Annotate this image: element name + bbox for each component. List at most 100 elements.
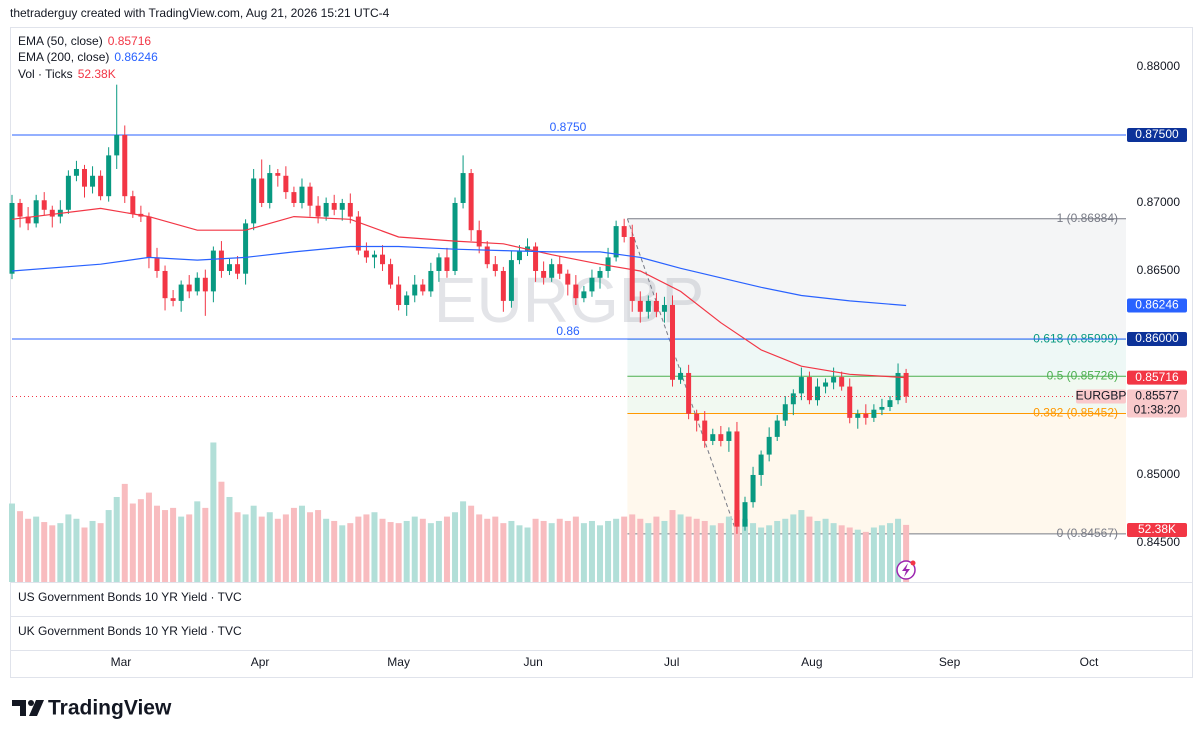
ema-line [11,245,907,307]
pane-title: US Government Bonds 10 YR Yield · TVC [18,590,242,604]
y-tick-label: 0.86500 [1137,263,1181,277]
candle-body [210,250,216,292]
volume-bar [210,442,217,582]
candle-body [798,377,804,394]
volume-bar [298,505,305,582]
candle-body [839,377,845,387]
volume-bar [315,510,322,582]
candle-body [49,209,55,217]
hline-axis-label-box [1127,127,1187,142]
volume-bar [613,518,620,582]
fib-zone [627,218,1126,340]
countdown-label: 01:38:20 [1134,403,1181,417]
volume-bar [798,510,805,582]
x-tick-label: Sep [939,655,961,669]
alert-icon[interactable] [896,560,916,580]
candle-body [170,298,176,301]
candle-body [323,202,329,217]
fib-label: 0.618 (0.85999) [1033,331,1118,345]
volume-bar [468,505,475,582]
candle-body [508,260,514,301]
volume-bar [137,499,144,582]
volume-bar [701,520,708,582]
candle-body [162,270,168,299]
volume-bar [516,525,523,582]
volume-bar [750,523,757,582]
volume-bar [145,492,152,582]
header-text: thetraderguy created with TradingView.co… [10,6,390,20]
candle-body [17,202,23,217]
candle-body [637,300,643,312]
candle-body [613,226,619,258]
volume-bar [693,518,700,582]
candle-body [476,230,482,247]
volume-bar [17,511,24,582]
volume-bar [540,520,547,582]
hline-axis-label: 0.86000 [1135,331,1179,345]
volume-bar [162,510,169,582]
volume-bar [564,520,571,582]
fib-zone [627,339,1126,377]
candle-body [452,202,458,271]
fib-label: 0 (0.84567) [1057,526,1118,540]
volume-bar [669,510,676,582]
hline-axis-label-box [1127,331,1187,346]
x-tick-label: Oct [1080,655,1099,669]
candle-body [291,192,297,203]
candle-body [90,175,96,187]
candle-body [484,246,490,265]
alert-dot [910,560,916,566]
candle-body [371,254,377,258]
volume-bar [572,516,579,582]
volume-bar [476,514,483,582]
fib-zone [627,413,1126,534]
candle-body [742,502,748,527]
volume-bar [838,525,845,582]
volume-bar [178,516,185,582]
candle-body [573,284,579,299]
fib-label: 1 (0.86884) [1057,211,1118,225]
volume-bar [242,514,249,582]
candle-body [863,413,869,418]
ema-axis-label-box [1127,298,1187,313]
volume-bar [250,505,257,582]
volume-bar [307,512,314,582]
volume-bar [709,525,716,582]
candle-body [516,250,522,261]
candle-body [259,178,265,203]
volume-bar [403,520,410,582]
volume-bar [645,523,652,582]
volume-bar [282,514,289,582]
candle-body [331,202,337,210]
candle-body [339,202,345,210]
candle-body [887,400,893,407]
x-tick-label: Aug [801,655,822,669]
volume-bar [621,516,628,582]
candle-body [782,404,788,421]
candle-body [186,284,192,292]
volume-bar [25,518,32,582]
candle-body [581,291,587,299]
candle-body [420,284,426,292]
candle-body [412,284,418,296]
candle-body [653,300,659,312]
candle-body [774,420,780,437]
volume-bar [653,516,660,582]
volume-bar [218,481,225,582]
candle-body [871,409,877,418]
volume-bar [742,518,749,582]
candle-body [879,406,885,410]
volume-bar [629,514,636,582]
candle-body [750,474,756,503]
candle-body [806,377,812,401]
candle-body [557,264,563,274]
fib-label: 0.5 (0.85726) [1047,368,1118,382]
volume-bar [419,518,426,582]
volume-bar [870,527,877,582]
volume-bar [153,505,160,582]
volume-axis-label-box [1127,523,1187,537]
candle-body [114,134,120,156]
candle-body [823,382,829,387]
candle-body [766,436,772,455]
